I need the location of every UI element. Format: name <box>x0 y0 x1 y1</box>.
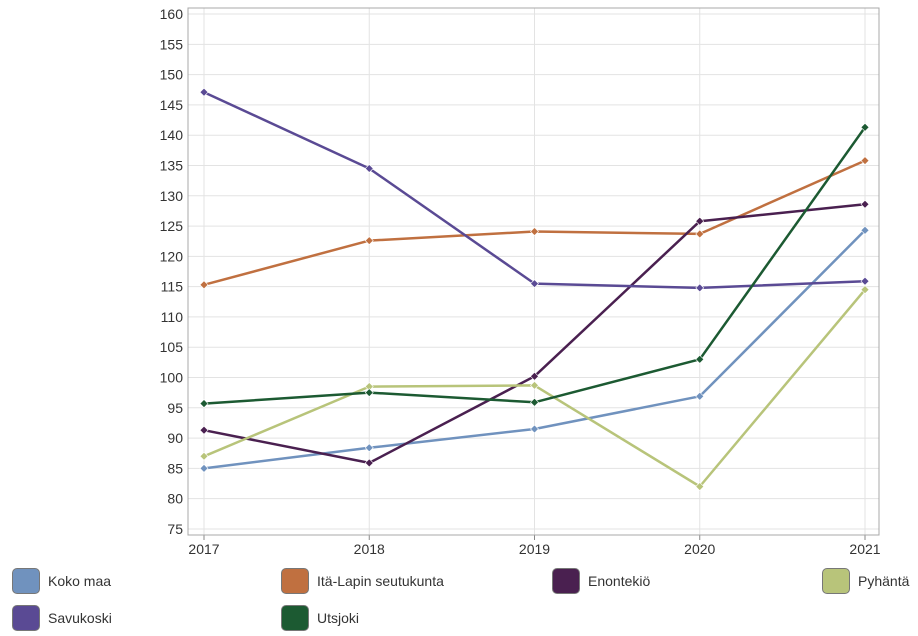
y-tick-label: 80 <box>167 491 183 507</box>
legend-swatch <box>281 568 309 594</box>
data-point <box>695 354 705 364</box>
data-point <box>364 388 374 398</box>
legend-swatch <box>12 568 40 594</box>
y-tick-label: 150 <box>160 67 184 83</box>
legend-item[interactable]: Itä-Lapin seutukunta <box>281 566 444 596</box>
data-point <box>695 229 705 239</box>
legend-item[interactable]: Savukoski <box>12 603 112 633</box>
legend-label: Pyhäntä <box>858 573 910 589</box>
x-tick-label: 2020 <box>684 541 715 557</box>
data-point <box>530 279 539 289</box>
legend-label: Koko maa <box>48 573 112 589</box>
legend-label: Utsjoki <box>317 610 360 626</box>
data-point <box>860 199 870 209</box>
x-tick-label: 2018 <box>354 541 385 557</box>
legend-swatch <box>12 605 40 631</box>
data-point <box>199 463 209 473</box>
x-tick-label: 2017 <box>188 541 219 557</box>
legend-swatch <box>552 568 580 594</box>
y-tick-label: 140 <box>160 127 184 143</box>
legend-item[interactable]: Utsjoki <box>281 603 359 633</box>
y-tick-label: 135 <box>160 157 184 173</box>
legend-item[interactable]: Pyhäntä <box>822 566 909 596</box>
y-tick-label: 110 <box>161 309 184 325</box>
legend-item[interactable]: Enontekiö <box>552 566 650 596</box>
y-tick-label: 90 <box>167 430 183 446</box>
data-point <box>530 227 539 236</box>
y-tick-label: 85 <box>167 460 183 476</box>
data-point <box>860 225 870 235</box>
data-point <box>199 425 209 435</box>
legend-item[interactable]: Koko maa <box>12 566 111 596</box>
y-tick-label: 105 <box>160 339 184 355</box>
data-point <box>860 122 870 132</box>
legend-swatch <box>281 605 309 631</box>
data-point <box>364 458 374 468</box>
data-point <box>530 380 539 390</box>
data-point <box>199 87 209 97</box>
data-point <box>860 285 870 295</box>
data-point <box>695 482 705 491</box>
data-point <box>530 397 539 407</box>
data-point <box>199 280 209 290</box>
x-tick-label: 2021 <box>849 541 880 557</box>
plot-frame <box>187 7 880 536</box>
y-tick-label: 120 <box>160 248 184 264</box>
data-point <box>199 399 209 408</box>
y-tick-label: 95 <box>167 400 183 416</box>
y-tick-label: 75 <box>167 521 183 537</box>
data-point <box>695 216 705 226</box>
x-tick-label: 2019 <box>519 541 550 557</box>
legend-label: Savukoski <box>48 610 112 626</box>
data-point <box>530 371 539 381</box>
y-tick-label: 125 <box>160 218 184 234</box>
data-point <box>364 236 374 246</box>
y-tick-label: 155 <box>160 36 184 52</box>
y-tick-label: 145 <box>160 97 184 113</box>
legend-label: Itä-Lapin seutukunta <box>317 573 444 589</box>
data-point <box>860 156 870 166</box>
data-point <box>199 451 209 461</box>
y-tick-label: 100 <box>160 370 184 386</box>
legend-swatch <box>822 568 850 594</box>
data-point <box>695 391 705 401</box>
data-point <box>364 164 374 173</box>
y-tick-label: 130 <box>160 188 184 204</box>
data-point <box>860 276 870 286</box>
data-point <box>364 443 374 453</box>
legend-label: Enontekiö <box>588 573 651 589</box>
y-tick-label: 115 <box>161 279 184 295</box>
y-tick-label: 160 <box>160 6 184 22</box>
data-point <box>530 424 539 434</box>
data-point <box>695 283 705 293</box>
